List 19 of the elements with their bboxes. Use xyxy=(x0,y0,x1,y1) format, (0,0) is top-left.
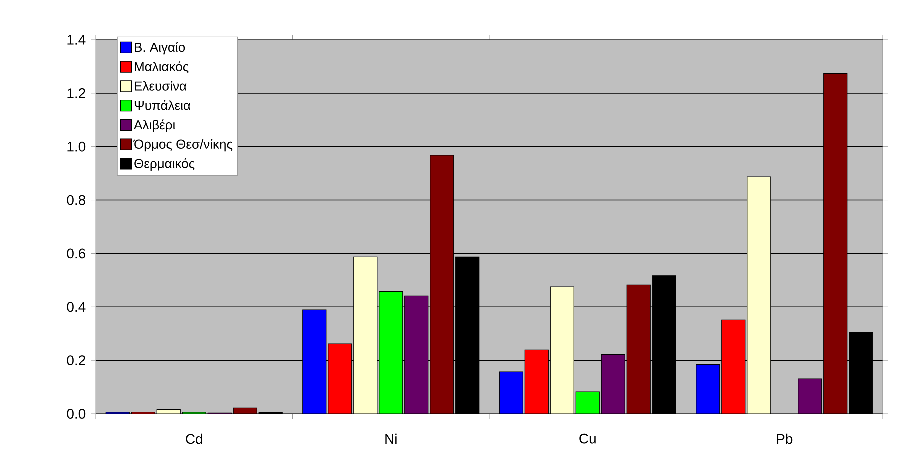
legend-label: Ψυπάλεια xyxy=(134,100,191,110)
y-tick-label: 1.0 xyxy=(68,142,86,152)
y-tick-label: 0.6 xyxy=(67,248,86,259)
legend-label: Μαλιακός xyxy=(135,62,189,74)
x-tick-label: Ni xyxy=(386,434,397,444)
y-tick-label: 1.4 xyxy=(68,35,86,45)
y-tick-label: 0.2 xyxy=(67,356,86,366)
x-tick-label: Pb xyxy=(777,434,793,444)
y-tick-label: 0.8 xyxy=(67,195,86,206)
legend-label: Β. Αιγαίο xyxy=(135,42,186,55)
x-tick-label: Cd xyxy=(186,434,202,444)
y-tick-label: 0.0 xyxy=(67,409,86,419)
legend-label: Αλιβέρι xyxy=(134,120,176,132)
legend-label: Όρμος Θεσ/νίκης xyxy=(134,139,233,152)
y-tick-label: 1.2 xyxy=(68,88,86,98)
y-tick-label: 0.4 xyxy=(67,302,86,312)
legend-label: Ελευσίνα xyxy=(135,80,187,91)
x-tick-label: Cu xyxy=(580,434,596,444)
legend-label: Θερμαικός xyxy=(134,158,195,171)
